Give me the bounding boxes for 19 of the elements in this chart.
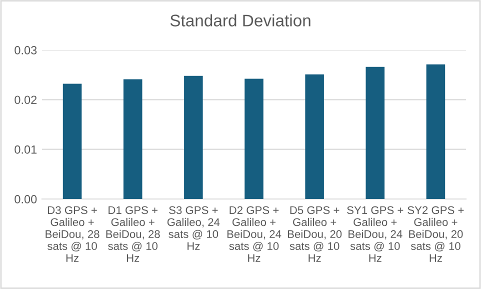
y-tick-label: 0.02 [14, 96, 37, 104]
x-tick-label: D3 GPS + Galileo + BeiDou, 28 sats @ 10 Hz [46, 206, 100, 262]
y-tick-label: 0.01 [14, 145, 37, 154]
y-tick-label: 0.00 [14, 195, 37, 204]
x-tick-label: D2 GPS + Galileo + BeiDou, 24 sats @ 10 Hz [227, 206, 282, 262]
x-tick-label: SY2 GPS + Galileo + BeiDou, 20 sats @ 10 Hz [408, 206, 464, 262]
x-tick-label: D1 GPS + Galileo + BeiDou, 28 sats @ 10 Hz [106, 206, 160, 262]
x-tick-label: SY1 GPS + Galileo + BeiDou, 24 sats @ 10 Hz [347, 206, 404, 262]
bar [426, 64, 446, 199]
bar [123, 79, 142, 199]
chart-title: Standard Deviation [170, 14, 310, 26]
bar [62, 84, 82, 199]
x-tick-label: S3 GPS + Galileo, 24 sats @ 10 Hz [167, 206, 220, 250]
bar [366, 66, 385, 199]
x-tick-label: D5 GPS + Galileo + BeiDou, 20 sats @ 10 Hz [288, 206, 342, 262]
bar [244, 78, 264, 199]
y-tick-label: 0.03 [14, 46, 37, 54]
bar [184, 76, 203, 199]
bar [305, 74, 324, 199]
